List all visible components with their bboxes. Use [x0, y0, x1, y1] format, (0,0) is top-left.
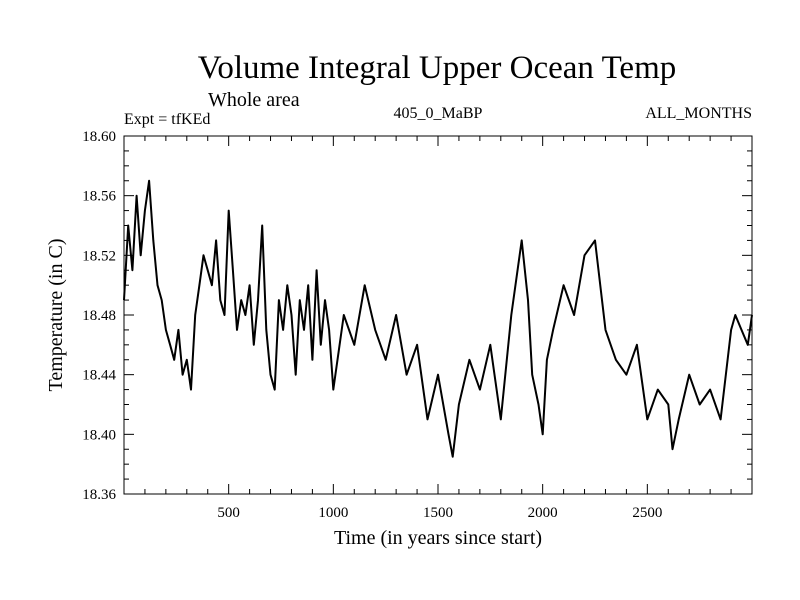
series-line [123, 179, 753, 458]
x-tick-label: 2000 [528, 505, 558, 521]
x-tick-label: 1500 [423, 505, 453, 521]
x-tick-label: 2500 [632, 505, 662, 521]
y-axis: 18.36 18.40 18.44 18.48 18.52 18.56 18.60 [82, 129, 752, 503]
y-tick-label: 18.40 [82, 427, 116, 443]
y-tick-label: 18.56 [82, 189, 116, 205]
y-tick-label: 18.60 [82, 129, 116, 145]
y-tick-label: 18.36 [82, 487, 116, 503]
chart-subtitle: Whole area [208, 89, 300, 111]
months-label: ALL_MONTHS [645, 105, 752, 122]
x-axis-label: Time (in years since start) [334, 527, 542, 549]
x-axis: 500 1000 1500 2000 2500 [144, 136, 732, 521]
x-tick-label: 500 [217, 505, 240, 521]
x-tick-label: 1000 [318, 505, 348, 521]
y-tick-label: 18.48 [82, 308, 116, 324]
period-label: 405_0_MaBP [394, 105, 483, 122]
y-axis-label: Temperature (in C) [45, 239, 67, 392]
experiment-label: Expt = tfKEd [124, 111, 210, 128]
plot-frame [123, 135, 753, 495]
y-tick-label: 18.52 [82, 248, 116, 264]
series-group [123, 179, 753, 458]
y-tick-label: 18.44 [82, 368, 116, 384]
chart-title: Volume Integral Upper Ocean Temp [198, 50, 676, 86]
